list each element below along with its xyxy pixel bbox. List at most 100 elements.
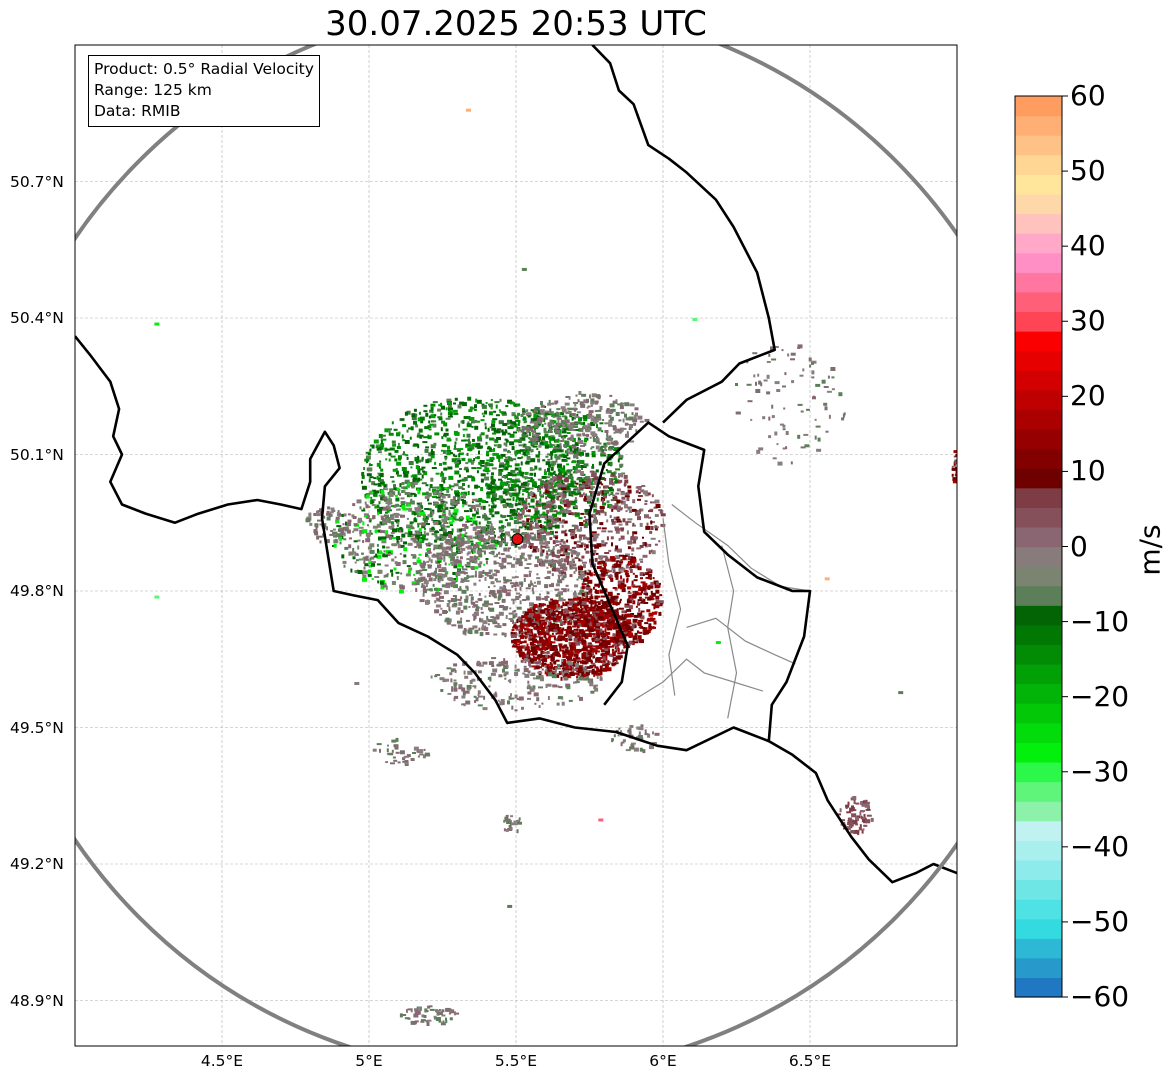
lat-tick-label: 50.7°N: [10, 172, 64, 191]
colorbar-segment: [1015, 781, 1062, 802]
lon-tick-label: 6.5°E: [788, 1052, 832, 1070]
echo-cluster: [517, 391, 650, 459]
colorbar-segment: [1015, 507, 1062, 528]
map-frame: [74, 44, 958, 1047]
echo-speck: [507, 904, 513, 908]
colorbar-segment: [1015, 585, 1062, 606]
colorbar-tick-label: −30: [1070, 754, 1130, 788]
region-boundary: [633, 658, 764, 701]
colorbar-segment: [1015, 389, 1062, 410]
colorbar-segment: [1015, 820, 1062, 841]
colorbar-tick-label: 30: [1070, 304, 1106, 338]
echo-speck: [466, 108, 472, 112]
map-title: 30.07.2025 20:53 UTC: [325, 4, 707, 44]
colorbar-tick-label: 0: [1070, 529, 1088, 563]
colorbar-segment: [1015, 938, 1062, 959]
echo-speck: [354, 682, 360, 685]
country-border: [591, 45, 776, 424]
colorbar-segment: [1015, 546, 1062, 567]
echo-speck: [598, 818, 604, 822]
colorbar-segment: [1015, 722, 1062, 743]
colorbar-segment: [1015, 428, 1062, 450]
region-boundary: [721, 545, 738, 719]
colorbar-segment: [1015, 605, 1062, 626]
echo-cluster: [579, 554, 664, 649]
colorbar-segment: [1015, 977, 1062, 998]
lat-tick-label: 49.8°N: [10, 582, 64, 600]
lon-tick-label: 5.5°E: [494, 1052, 538, 1070]
echo-cluster: [503, 814, 522, 834]
echo-cluster: [837, 796, 874, 836]
echo-cluster: [399, 1005, 460, 1026]
lat-tick-label: 48.9°N: [10, 991, 64, 1010]
lon-tick-label: 6°E: [649, 1052, 677, 1070]
echo-speck: [521, 267, 527, 271]
colorbar-segment: [1015, 761, 1062, 783]
colorbar-segment: [1015, 115, 1062, 136]
colorbar-segment: [1015, 409, 1062, 430]
colorbar-unit-label: m/s: [1133, 524, 1167, 576]
colorbar-tick-label: 20: [1070, 379, 1106, 413]
colorbar-segment: [1015, 272, 1062, 293]
colorbar-segment: [1015, 174, 1062, 195]
lat-tick-label: 50.1°N: [10, 445, 64, 464]
colorbar-segment: [1015, 96, 1062, 117]
colorbar-segment: [1015, 899, 1062, 920]
colorbar-segment: [1015, 957, 1062, 979]
country-borders: [75, 45, 957, 884]
colorbar-segment: [1015, 859, 1062, 881]
colorbar-segment: [1015, 135, 1062, 156]
echo-cluster: [372, 737, 431, 766]
colorbar-segment: [1015, 683, 1062, 704]
product-info-box: Product: 0.5° Radial Velocity Range: 125…: [88, 55, 320, 127]
lat-tick-label: 50.4°N: [10, 309, 64, 327]
region-boundary: [671, 504, 811, 592]
echo-speck: [154, 595, 160, 599]
echo-speck: [715, 641, 721, 645]
colorbar-segment: [1015, 742, 1062, 763]
echo-speck: [692, 318, 698, 321]
echo-speck: [824, 577, 830, 581]
colorbar-segment: [1015, 448, 1062, 469]
colorbar-segment: [1015, 624, 1062, 646]
colorbar-segment: [1015, 233, 1062, 254]
product-label: Product: 0.5° Radial Velocity: [94, 60, 314, 78]
colorbar-segment: [1015, 918, 1062, 939]
colorbar-segment: [1015, 311, 1062, 332]
lat-tick-label: 49.2°N: [10, 855, 64, 873]
colorbar-segment: [1015, 644, 1062, 665]
colorbar-tick-label: 60: [1070, 78, 1106, 112]
colorbar-segment: [1015, 193, 1062, 215]
colorbar-tick-label: −40: [1070, 829, 1130, 863]
colorbar-segment: [1015, 154, 1062, 175]
colorbar-segment: [1015, 801, 1062, 822]
colorbar-segment: [1015, 252, 1062, 273]
echo-cluster: [305, 506, 352, 544]
colorbar-segment: [1015, 566, 1062, 587]
range-label: Range: 125 km: [94, 81, 212, 99]
lon-tick-label: 4.5°E: [200, 1052, 244, 1070]
colorbar-segment: [1015, 703, 1062, 724]
colorbar-segment: [1015, 526, 1062, 548]
colorbar-segment: [1015, 468, 1062, 489]
lon-tick-label: 5°E: [355, 1052, 383, 1070]
region-boundary: [662, 518, 682, 696]
country-border: [588, 421, 812, 742]
region-boundary: [686, 617, 796, 665]
colorbar-tick-label: −60: [1070, 979, 1130, 1013]
colorbar-segment: [1015, 350, 1062, 371]
colorbar-tick-label: −50: [1070, 904, 1130, 938]
colorbar-tick-label: 10: [1070, 454, 1106, 488]
colorbar-tick-label: 50: [1070, 153, 1106, 187]
colorbar: [1014, 95, 1068, 998]
radar-echoes: [154, 108, 957, 1026]
radar-site-marker[interactable]: [511, 533, 524, 546]
colorbar-segment: [1015, 664, 1062, 685]
colorbar-segment: [1015, 840, 1062, 861]
echo-speck: [154, 322, 160, 326]
echo-cluster: [430, 657, 603, 712]
colorbar-segment: [1015, 331, 1062, 352]
colorbar-segment: [1015, 213, 1062, 234]
data-source-label: Data: RMIB: [94, 102, 181, 120]
